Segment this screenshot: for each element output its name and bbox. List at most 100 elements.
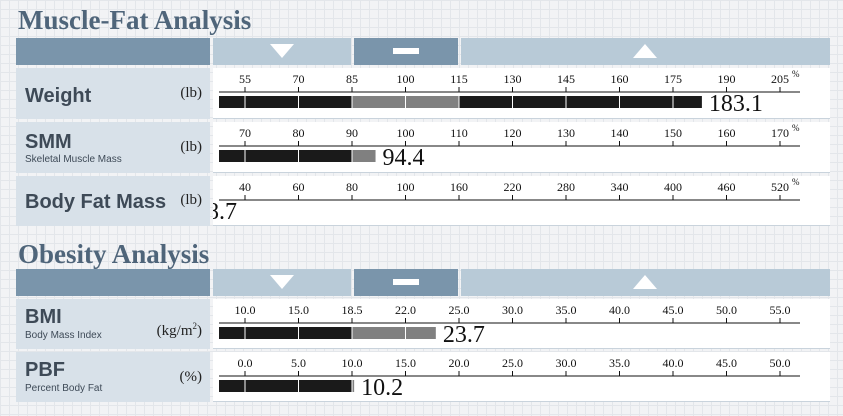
percent-mark: % (792, 69, 800, 79)
header-over (461, 269, 830, 296)
row-label: PBF Percent Body Fat (%) (16, 352, 210, 402)
tick-label: 40.0 (609, 303, 630, 317)
header-under (213, 38, 351, 65)
tick-label: 55.0 (770, 303, 791, 317)
metric-row-smm: SMM Skeletal Muscle Mass (lb) % 70 80 90 100… (16, 122, 830, 173)
row-label: BMI Body Mass Index (kg/m2) (16, 299, 210, 349)
tick-label: 22.0 (395, 303, 416, 317)
tick-label: 130 (557, 126, 575, 140)
metric-chart: % 55 70 85 100 115 130 145 160 175 190 205 183.1 (213, 68, 830, 119)
tick-label: 140 (611, 126, 629, 140)
value-bar-segment (219, 150, 352, 162)
header-over (461, 38, 830, 65)
tick-label: 340 (611, 180, 629, 194)
tick-label: 70 (239, 126, 251, 140)
metric-unit: (lb) (180, 139, 202, 155)
tick-label: 120 (504, 126, 522, 140)
tick-label: 90 (346, 126, 358, 140)
value-bar-segment (219, 96, 352, 108)
metric-subtitle: Skeletal Muscle Mass (25, 154, 122, 165)
tick-label: 85 (346, 72, 358, 86)
tick-label: 160 (450, 180, 468, 194)
tick-label: 35.0 (609, 356, 630, 370)
value-bar-segment (352, 327, 436, 339)
metric-name: SMM (25, 131, 72, 153)
tick-label: 45.0 (716, 356, 737, 370)
value-label: 94.4 (383, 145, 425, 171)
header-under (213, 269, 351, 296)
tick-label: 160 (718, 126, 736, 140)
metric-unit: (lb) (180, 192, 202, 208)
header-normal (354, 269, 458, 296)
tick-label: 25.0 (449, 303, 470, 317)
header-label-cell (16, 269, 210, 296)
tick-label: 460 (718, 180, 736, 194)
row-label: SMM Skeletal Muscle Mass (lb) (16, 122, 210, 173)
tick-label: 80 (293, 126, 305, 140)
tick-label: 0.0 (238, 356, 253, 370)
tick-label: 45.0 (663, 303, 684, 317)
tick-label: 40.0 (663, 356, 684, 370)
obesity-section: Obesity Analysis BMI Body Mass Index (kg… (0, 237, 843, 416)
metric-unit: (lb) (180, 85, 202, 101)
row-label: Weight (lb) (16, 68, 210, 119)
tick-label: 520 (771, 180, 789, 194)
tick-label: 5.0 (291, 356, 306, 370)
value-bar-segment (459, 96, 702, 108)
tick-label: 30.0 (502, 303, 523, 317)
tick-label: 150 (664, 126, 682, 140)
tick-label: 20.0 (449, 356, 470, 370)
tick-label: 10.0 (235, 303, 256, 317)
tick-label: 70 (293, 72, 305, 86)
value-label: 18.7 (213, 199, 237, 225)
tick-label: 145 (557, 72, 575, 86)
tick-label: 175 (664, 72, 682, 86)
value-label: 10.2 (361, 375, 403, 401)
header-normal (354, 38, 458, 65)
tick-label: 170 (771, 126, 789, 140)
tick-label: 25.0 (502, 356, 523, 370)
header-label-cell (16, 38, 210, 65)
value-label: 23.7 (443, 322, 485, 348)
value-bar-segment (352, 150, 376, 162)
tick-label: 100 (397, 72, 415, 86)
triangle-down-icon (270, 44, 294, 58)
tick-label: 130 (504, 72, 522, 86)
triangle-up-icon (633, 275, 657, 289)
bar-chart-smm: % 70 80 90 100 110 120 130 140 150 160 170 94.4 (219, 123, 800, 171)
tick-label: 35.0 (556, 303, 577, 317)
metric-chart: % 70 80 90 100 110 120 130 140 150 160 170 94.4 (213, 122, 830, 173)
metric-chart: 10.0 15.0 18.5 22.0 25.0 30.0 35.0 40.0 45.0 50.0… (213, 299, 830, 349)
tick-label: 205 (771, 72, 789, 86)
tick-label: 280 (557, 180, 575, 194)
value-bar-segment (219, 380, 352, 392)
tick-label: 190 (718, 72, 736, 86)
tick-label: 100 (397, 126, 415, 140)
tick-label: 50.0 (770, 356, 791, 370)
tick-label: 160 (611, 72, 629, 86)
bar-chart-pbf: 0.0 5.0 10.0 15.0 20.0 25.0 30.0 35.0 40.0 45.0 50… (219, 356, 800, 401)
tick-label: 220 (504, 180, 522, 194)
tick-label: 40 (239, 180, 251, 194)
metric-row-body-fat-mass: Body Fat Mass (lb) % 40 60 80 100 160 220 280 34… (16, 176, 830, 226)
percent-mark: % (792, 177, 800, 187)
bar-chart-bmi: 10.0 15.0 18.5 22.0 25.0 30.0 35.0 40.0 45.0 50.0… (219, 303, 800, 348)
value-bar-segment (219, 327, 352, 339)
triangle-down-icon (270, 275, 294, 289)
tick-label: 18.5 (342, 303, 363, 317)
tick-label: 50.0 (716, 303, 737, 317)
tick-label: 115 (450, 72, 468, 86)
muscle-fat-section: Muscle-Fat Analysis Weight (lb) % 55 70 85 1… (0, 3, 843, 229)
value-label: 183.1 (709, 91, 763, 117)
percent-mark: % (792, 123, 800, 133)
metric-unit: (kg/m2) (156, 321, 202, 339)
triangle-up-icon (633, 44, 657, 58)
metric-name: Weight (25, 85, 92, 107)
range-header (16, 269, 830, 296)
metric-name: Body Fat Mass (25, 191, 167, 213)
metric-subtitle: Percent Body Fat (25, 383, 103, 394)
dash-icon (393, 48, 419, 54)
tick-label: 60 (293, 180, 305, 194)
metric-row-weight: Weight (lb) % 55 70 85 100 115 130 145 160 175 190… (16, 68, 830, 119)
bar-chart-body-fat-mass: % 40 60 80 100 160 220 280 340 400 460 520 18.7 (213, 177, 800, 225)
